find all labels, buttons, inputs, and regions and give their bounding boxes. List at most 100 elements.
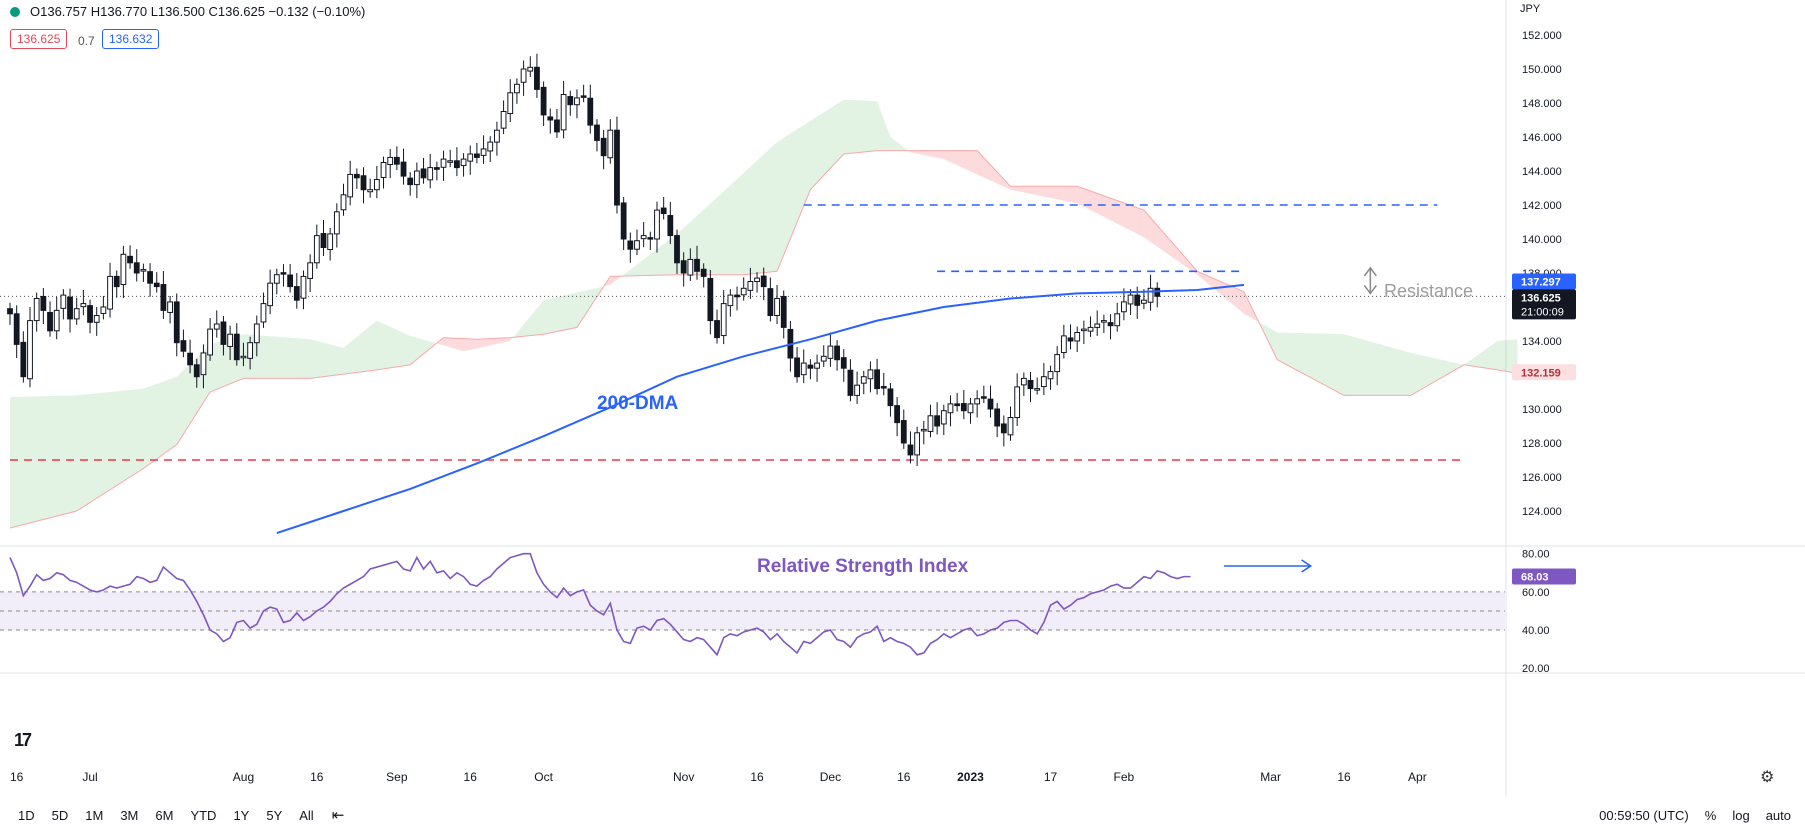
candle-body [233, 333, 240, 361]
cloud-segment [1070, 186, 1078, 204]
time-tick-label: Oct [534, 770, 553, 784]
candle-body [440, 158, 447, 168]
candle-body [73, 308, 80, 320]
candle [1040, 363, 1047, 396]
cloud-segment [163, 379, 171, 455]
candle [1034, 377, 1041, 395]
tradingview-logo[interactable]: 17 [14, 730, 32, 750]
candle [407, 172, 414, 196]
candle [433, 161, 440, 181]
dma-200-line [276, 283, 1245, 535]
candle [253, 315, 260, 357]
cloud-segment [1243, 291, 1251, 318]
current-price-bg [1512, 289, 1576, 320]
candle-body [1067, 337, 1074, 342]
candle-body [87, 305, 93, 323]
candle-body [107, 275, 113, 310]
candle-body [814, 362, 820, 369]
cloud-segment [410, 335, 417, 365]
timeframe-ytd[interactable]: YTD [190, 807, 217, 823]
cloud-segment [416, 337, 424, 360]
cloud-segment [1130, 205, 1138, 234]
candle [980, 385, 987, 404]
candle-body [460, 158, 467, 167]
candle-body [340, 194, 347, 211]
candle-body [100, 306, 107, 314]
cloud-segment [616, 274, 624, 280]
gear-icon[interactable]: ⚙ [1760, 769, 1775, 786]
candle [967, 397, 974, 424]
candle-body [747, 281, 754, 291]
cloud-segment [1303, 333, 1311, 378]
price-tick-label: 150.000 [1522, 64, 1562, 76]
cloud-segment [1217, 280, 1224, 298]
timeframe-5y[interactable]: 5Y [266, 807, 283, 823]
ohlc-header: O136.757 H136.770 L136.500 C136.625 −0.1… [10, 4, 365, 19]
cloud-segment [930, 150, 938, 158]
candle [333, 203, 340, 248]
candle [220, 316, 227, 356]
cloud-segment [123, 389, 131, 482]
cloud-segment [176, 370, 184, 445]
candle [960, 389, 967, 420]
cloud-segment [363, 326, 371, 372]
candle [827, 332, 834, 367]
resistance-arrow-down [1363, 284, 1377, 295]
cloud-segment [770, 142, 778, 272]
cloud-segment [463, 338, 471, 352]
candle [413, 162, 420, 199]
candle-body [373, 179, 380, 191]
candle-body [127, 255, 133, 264]
time-tick-label: Dec [820, 770, 841, 784]
percent-toggle[interactable]: % [1704, 807, 1717, 823]
candle-body [574, 97, 580, 106]
timeframe-all[interactable]: All [299, 807, 314, 823]
timeframe-5d[interactable]: 5D [51, 807, 69, 823]
rsi-line [9, 552, 1191, 657]
price-tick-label: 152.000 [1522, 30, 1562, 42]
candle-body [967, 403, 974, 414]
time-tick-label: Mar [1260, 770, 1281, 784]
candle-body [313, 235, 320, 264]
candle [600, 129, 607, 170]
cloud-segment [1323, 333, 1331, 389]
candle-body [353, 173, 360, 179]
cloud-segment [143, 386, 151, 469]
candle [380, 156, 387, 189]
timeframe-1d[interactable]: 1D [18, 807, 35, 823]
candle [854, 371, 860, 404]
cloud-segment [1450, 361, 1458, 373]
cloud-segment [550, 297, 557, 333]
candle [894, 397, 901, 437]
time-tick-label: Aug [233, 770, 254, 784]
candle [720, 290, 727, 345]
candle [360, 167, 367, 204]
cloud-segment [136, 388, 144, 473]
auto-toggle[interactable]: auto [1765, 807, 1791, 823]
candle [100, 295, 107, 320]
candle-body [534, 66, 540, 90]
candle [133, 249, 140, 282]
cloud-segment [1263, 325, 1271, 347]
log-toggle[interactable]: log [1732, 807, 1750, 823]
candle-body [1040, 376, 1047, 388]
cloud-segment [790, 129, 798, 239]
candle [554, 108, 560, 138]
cloud-segment [476, 338, 484, 349]
cloud-segment [1504, 339, 1511, 373]
timeframe-1m[interactable]: 1M [85, 807, 104, 823]
cloud-segment [897, 142, 904, 151]
clock-readout[interactable]: 00:59:50 (UTC) [1599, 807, 1689, 823]
candle [40, 287, 47, 324]
last-price-box[interactable]: 136.625 [10, 29, 68, 49]
timeframe-1y[interactable]: 1Y [233, 807, 250, 823]
timeframe-3m[interactable]: 3M [120, 807, 139, 823]
candle [440, 150, 447, 181]
date-range-icon[interactable]: ⇤ [331, 807, 345, 824]
candle-body [287, 274, 294, 288]
ma-value-box[interactable]: 136.632 [102, 29, 160, 49]
candle [73, 297, 80, 325]
cloud-price-label-bg [1512, 364, 1576, 381]
timeframe-6m[interactable]: 6M [155, 807, 174, 823]
